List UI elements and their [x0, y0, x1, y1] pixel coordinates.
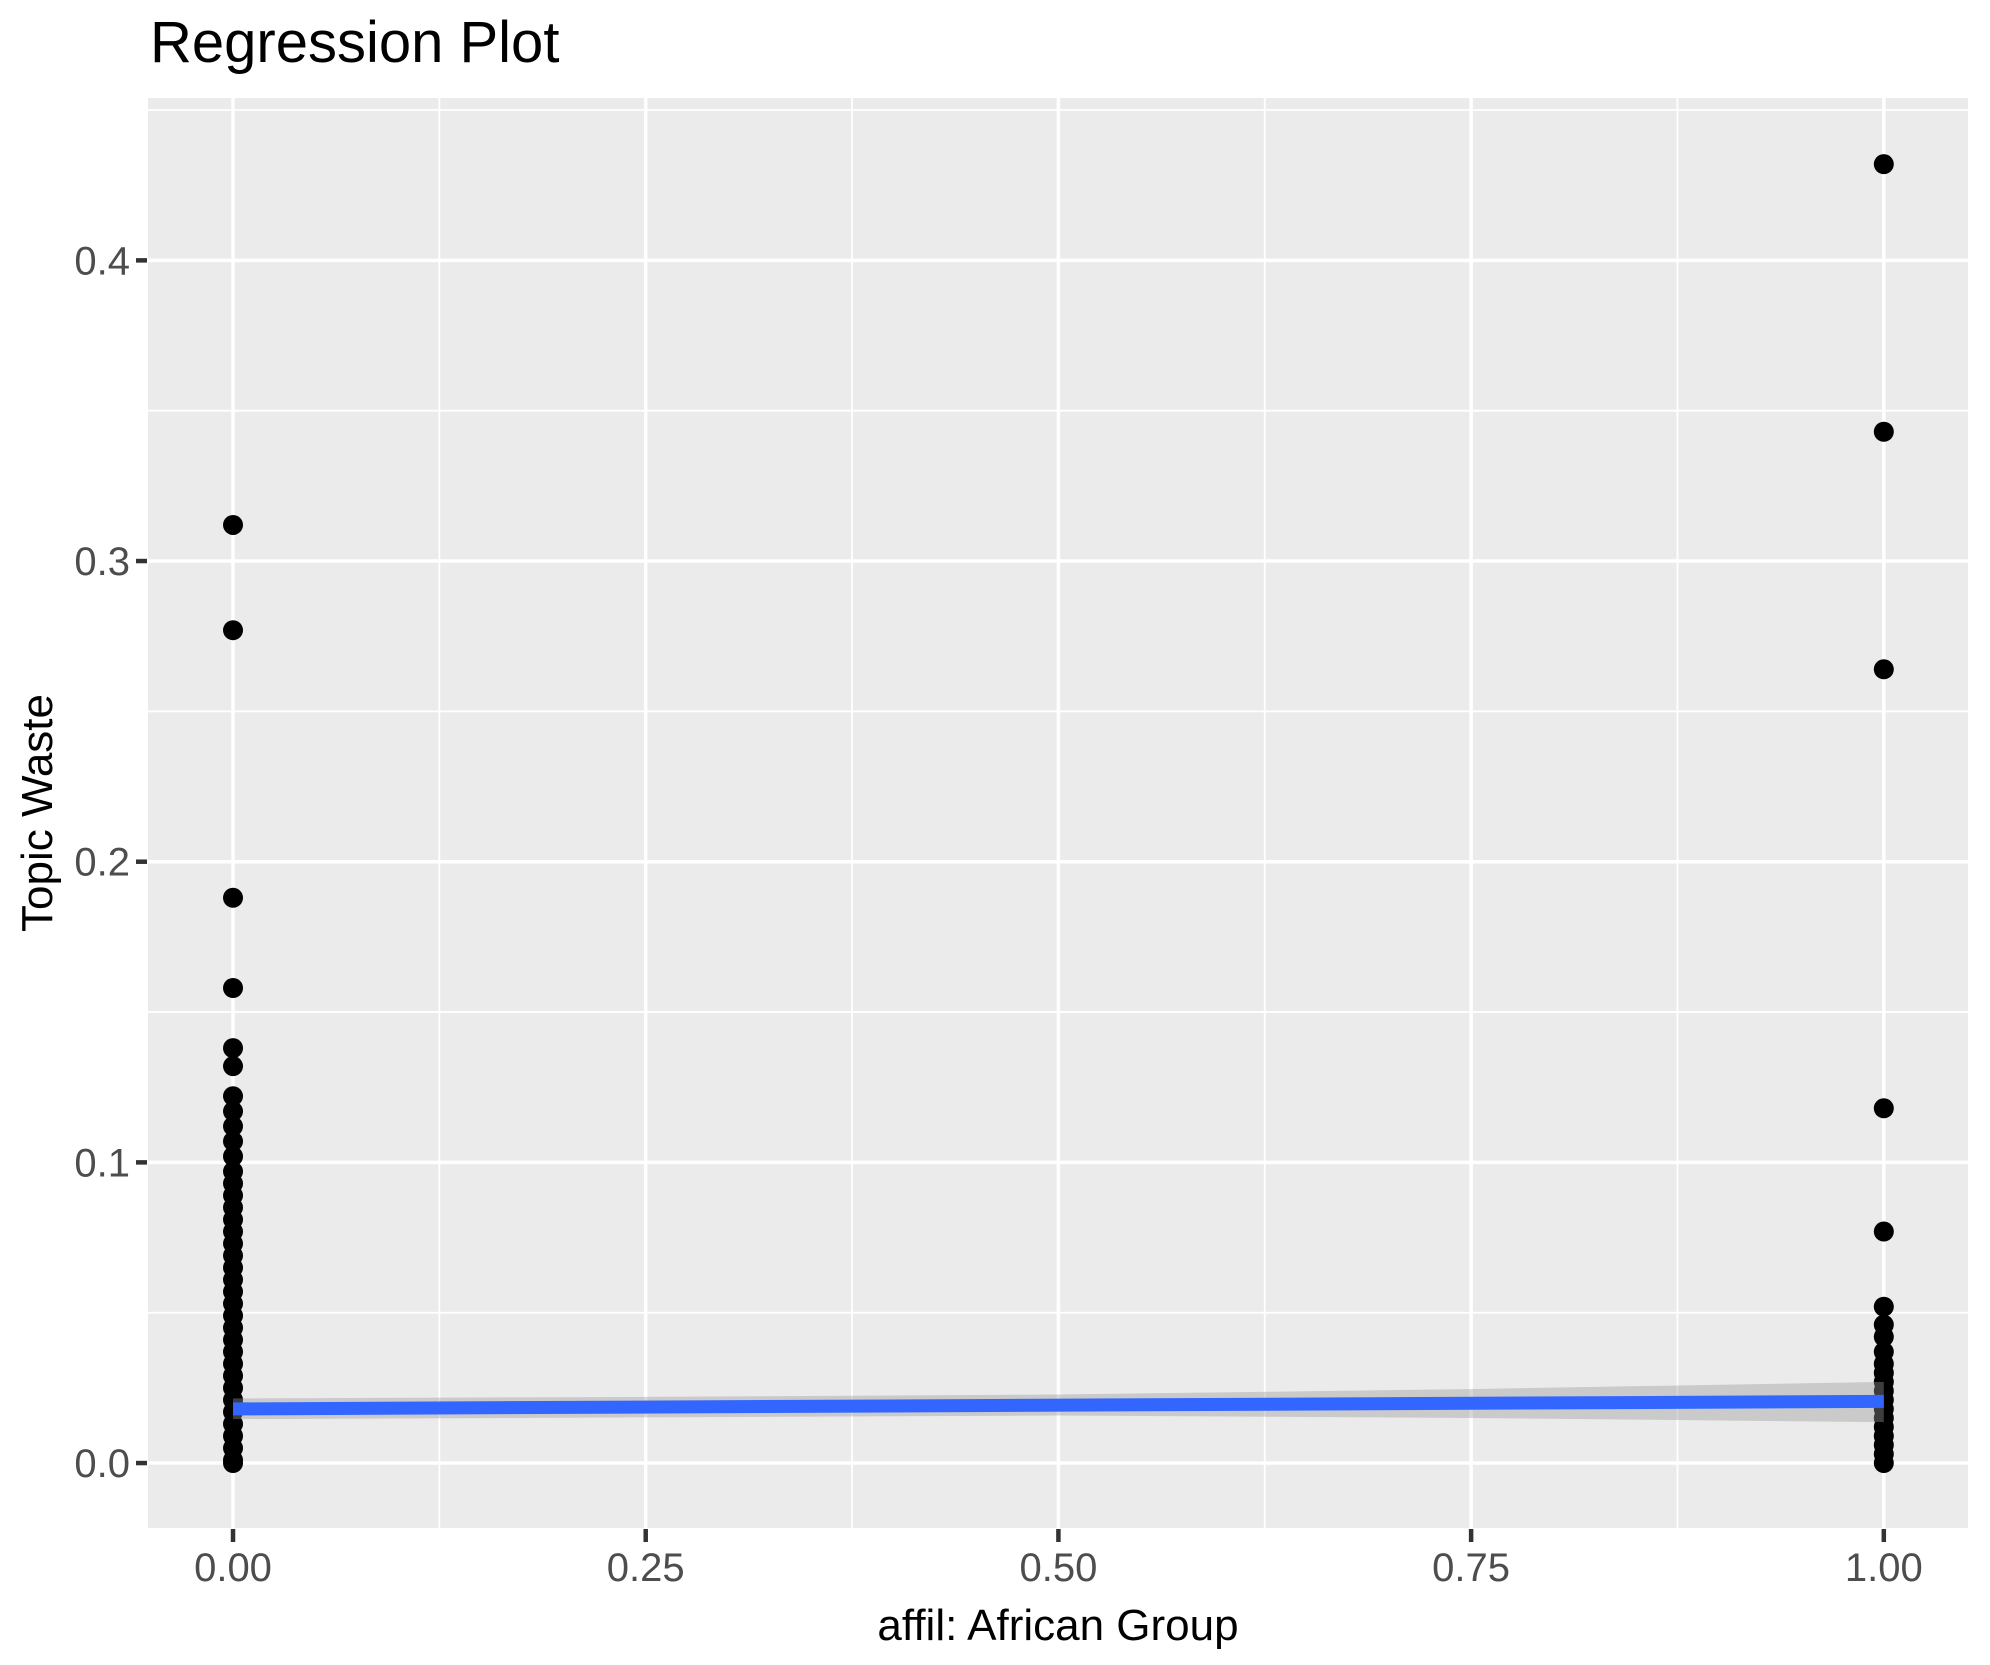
y-tick-label: 0.2: [74, 841, 130, 885]
x-tick-label: 0.25: [607, 1546, 685, 1590]
data-point: [1873, 421, 1894, 442]
data-point: [223, 1116, 244, 1137]
data-point: [1873, 1453, 1894, 1474]
data-point: [223, 977, 244, 998]
x-axis: 0.00 0.25 0.50 0.75 1.00: [194, 1529, 1923, 1590]
y-axis-title: Topic Waste: [13, 694, 62, 932]
data-point: [1873, 1221, 1894, 1242]
y-axis: 0.0 0.1 0.2 0.3 0.4: [74, 239, 147, 1486]
data-point: [1873, 1326, 1894, 1347]
regression-line-layer: [232, 1394, 1884, 1416]
y-tick-label: 0.0: [74, 1442, 130, 1486]
data-point: [1873, 1098, 1894, 1119]
data-point: [1873, 659, 1894, 680]
x-tick-label: 0.50: [1019, 1546, 1097, 1590]
regression-line: [232, 1394, 1884, 1416]
chart-title: Regression Plot: [150, 10, 559, 75]
data-point: [1873, 154, 1894, 175]
data-point: [223, 1101, 244, 1122]
data-point: [223, 514, 244, 535]
y-tick-label: 0.1: [74, 1141, 130, 1185]
x-tick-label: 0.75: [1432, 1546, 1510, 1590]
y-tick-label: 0.4: [74, 239, 130, 283]
data-point: [223, 620, 244, 641]
x-tick-label: 0.00: [194, 1546, 272, 1590]
data-point: [223, 1038, 244, 1059]
data-point: [223, 1146, 244, 1167]
data-point: [223, 1131, 244, 1152]
x-tick-label: 1.00: [1845, 1546, 1923, 1590]
data-point: [1873, 1296, 1894, 1317]
x-axis-title: affil: African Group: [877, 1601, 1238, 1650]
data-point: [223, 1056, 244, 1077]
data-point: [223, 887, 244, 908]
data-point: [223, 1086, 244, 1107]
y-tick-label: 0.3: [74, 540, 130, 584]
data-point: [223, 1453, 244, 1474]
